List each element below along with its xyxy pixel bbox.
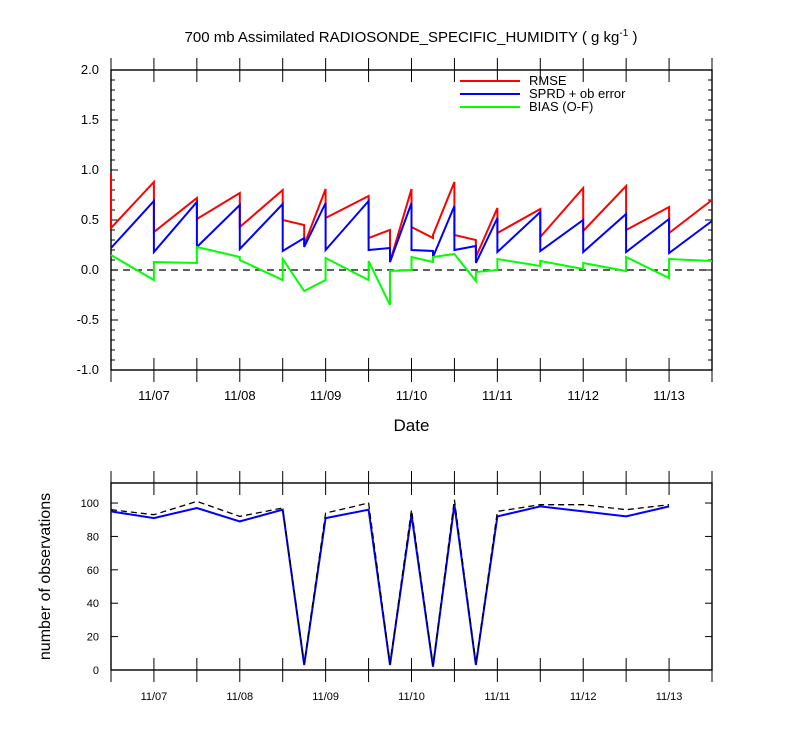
legend-label: RMSE: [529, 73, 567, 88]
x-tick-label: 11/11: [484, 691, 510, 703]
x-tick-label: 11/08: [224, 388, 256, 403]
x-tick-label: 11/10: [398, 691, 425, 703]
x-tick-label: 11/10: [396, 388, 428, 403]
x-tick-label: 11/12: [567, 388, 599, 403]
y-tick-label: -1.0: [77, 362, 99, 377]
y-tick-label: 2.0: [81, 62, 99, 77]
y-axis-label: number of observations: [37, 493, 54, 660]
legend-label: BIAS (O-F): [529, 99, 593, 114]
title-superscript: -1: [619, 28, 628, 39]
series-line-bias-o-f-: [110, 245, 713, 306]
top-panel: 2.0 1.5 1.0 0.5 0.0 -0.5 -1.0 11/07 11/08 11/09 11…: [77, 58, 713, 435]
y-tick-label: 40: [87, 598, 99, 610]
x-tick-label: 11/09: [310, 388, 342, 403]
legend-label: SPRD + ob error: [529, 86, 626, 101]
y-tick-label: 1.0: [81, 162, 99, 177]
series-line-dashed: [110, 499, 670, 666]
title-main: 700 mb Assimilated RADIOSONDE_SPECIFIC_H…: [185, 29, 620, 46]
x-tick-label: 11/13: [653, 388, 685, 403]
y-tick-label: 0.5: [81, 212, 99, 227]
x-tick-label: 11/07: [138, 388, 170, 403]
y-tick-label: 100: [81, 498, 99, 510]
x-tick-label: 11/12: [570, 691, 597, 703]
x-axis-label: Date: [394, 416, 430, 435]
x-tick-label: 11/07: [141, 691, 168, 703]
y-tick-label: 0: [93, 665, 99, 677]
title-end: ): [628, 29, 637, 46]
y-tick-label: 20: [87, 632, 99, 644]
y-tick-label: 80: [87, 531, 99, 543]
y-tick-label: 1.5: [81, 112, 99, 127]
x-tick-label: 11/09: [312, 691, 339, 703]
y-tick-label: 0.0: [81, 262, 99, 277]
x-tick-label: 11/08: [226, 691, 253, 703]
chart-title: 700 mb Assimilated RADIOSONDE_SPECIFIC_H…: [185, 28, 638, 46]
series-line-sprd-ob-error: [110, 198, 713, 264]
series-line-rmse: [110, 173, 713, 263]
y-tick-label: -0.5: [77, 312, 99, 327]
y-tick-label: 60: [87, 565, 99, 577]
x-tick-label: 11/13: [656, 691, 683, 703]
bottom-panel: 0 20 40 60 80 100 11/07 11/08 11/09 11/10 11/11 11/…: [37, 471, 713, 703]
x-tick-label: 11/11: [482, 388, 513, 403]
series-line-solid: [110, 504, 670, 667]
